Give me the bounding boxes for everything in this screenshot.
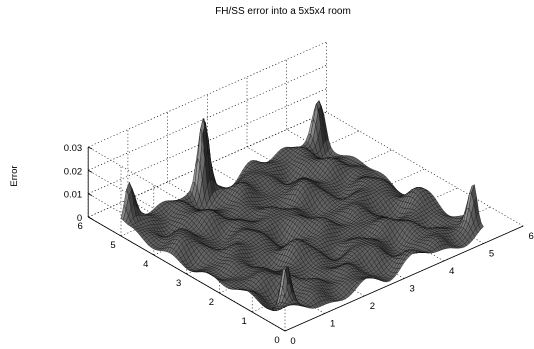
grid-line (326, 111, 524, 227)
axis-line (284, 225, 524, 332)
chart-title: FH/SS error into a 5x5x4 room (215, 6, 351, 17)
error-surface (120, 99, 484, 311)
axis-line (87, 216, 286, 332)
